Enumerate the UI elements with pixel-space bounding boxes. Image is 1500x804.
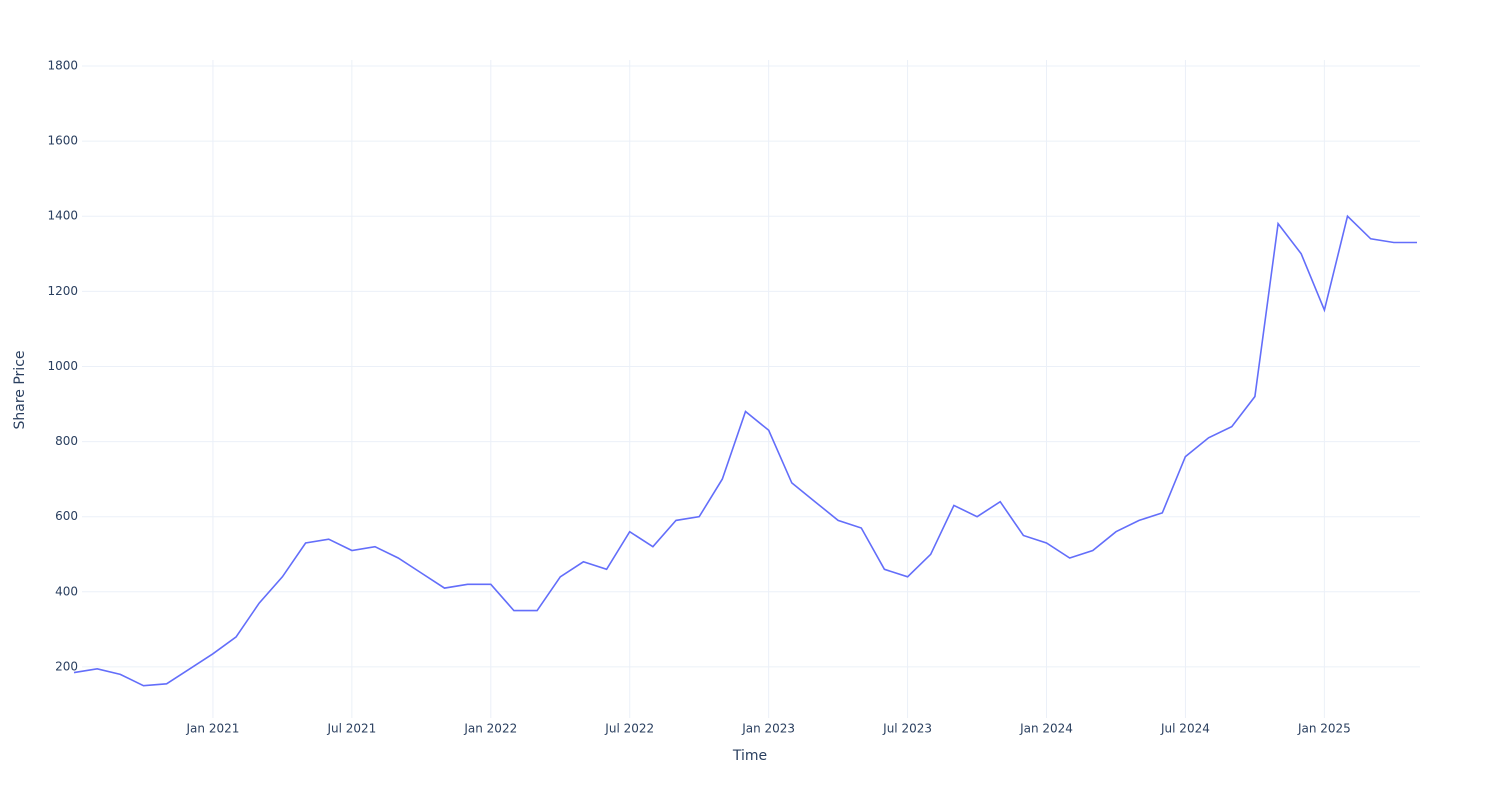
x-axis-label: Time — [732, 748, 767, 764]
x-tick-label: Jan 2023 — [741, 722, 795, 736]
x-tick-label: Jan 2024 — [1019, 722, 1073, 736]
y-tick-label: 800 — [55, 434, 78, 448]
x-tick-label: Jul 2023 — [882, 722, 932, 736]
line — [73, 214, 1417, 687]
y-tick-label: 400 — [55, 584, 78, 598]
x-tick-label: Jan 2021 — [186, 722, 240, 736]
x-tick-label: Jul 2024 — [1160, 722, 1210, 736]
y-tick-label: 1600 — [47, 134, 78, 148]
y-axis-label: Share Price — [12, 350, 28, 429]
y-tick-label: 600 — [55, 509, 78, 523]
x-tick-label: Jan 2022 — [463, 722, 517, 736]
y-tick-label: 200 — [55, 659, 78, 673]
y-tick-label: 1800 — [47, 59, 78, 73]
y-tick-label: 1400 — [47, 209, 78, 223]
x-tick-label: Jul 2022 — [604, 722, 654, 736]
y-tick-label: 1200 — [47, 284, 78, 298]
y-tick-label: 1000 — [47, 359, 78, 373]
x-tick-label: Jul 2021 — [326, 722, 376, 736]
x-tick-label: Jan 2025 — [1297, 722, 1351, 736]
